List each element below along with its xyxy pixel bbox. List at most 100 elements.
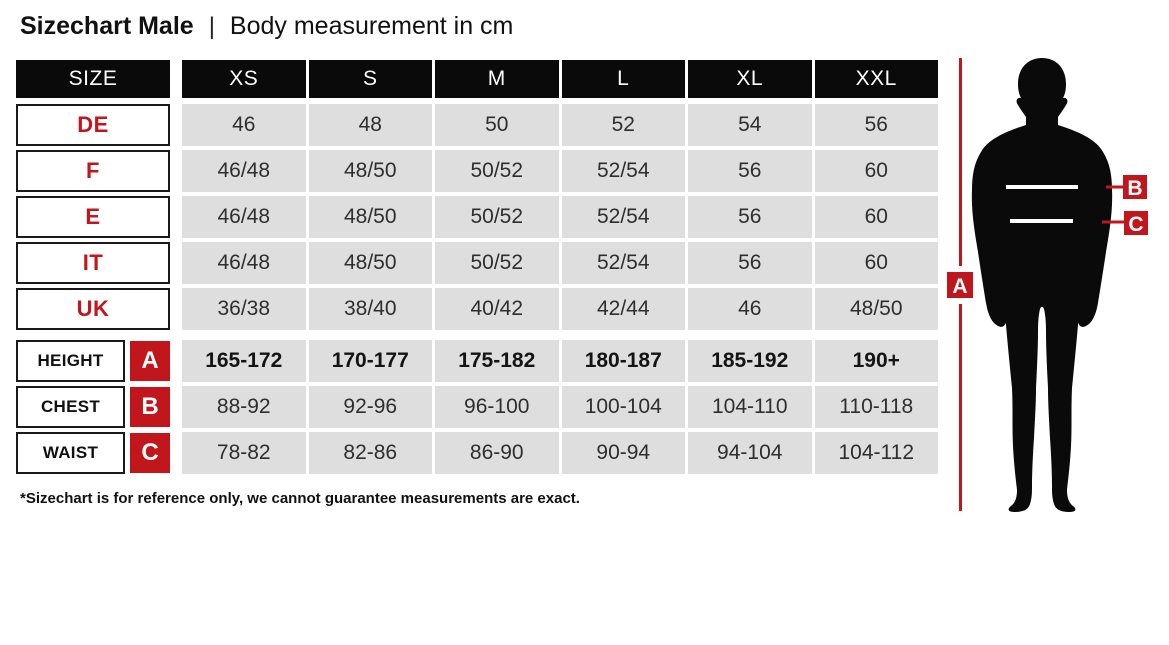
size-value-cell: 50/52 (435, 150, 559, 192)
size-value-cell: 60 (814, 196, 938, 238)
sizechart-table: SIZE XS S M L XL XXL DE 46 48 50 52 54 56 F 46/48 48/5… (16, 60, 938, 478)
table-row-height: HEIGHT A 165-172 170-177 175-182 180-187 185-1… (16, 340, 938, 382)
row-marker-c: C (130, 433, 170, 473)
row-label-f: F (16, 150, 170, 192)
size-value-cell: 56 (688, 196, 812, 238)
column-header-xxl: XXL (814, 60, 938, 98)
size-value-cell: 50/52 (435, 196, 559, 238)
measurement-value-cell: 165-172 (182, 340, 306, 382)
row-label-height: HEIGHT (16, 340, 125, 382)
title-separator: | (208, 13, 215, 40)
table-row-it: IT 46/48 48/50 50/52 52/54 56 60 (16, 242, 938, 284)
table-row-de: DE 46 48 50 52 54 56 (16, 104, 938, 146)
size-value-cell: 52 (561, 104, 685, 146)
marker-c-label: C (1128, 213, 1143, 236)
measurement-value-cell: 100-104 (561, 386, 685, 428)
measurement-value-cell: 92-96 (308, 386, 432, 428)
size-value-cell: 48 (308, 104, 432, 146)
table-row-waist: WAIST C 78-82 82-86 86-90 90-94 94-104 104-112 (16, 432, 938, 474)
measurement-value-cell: 96-100 (435, 386, 559, 428)
size-value-cell: 56 (814, 104, 938, 146)
waist-line (1010, 219, 1073, 223)
table-row-chest: CHEST B 88-92 92-96 96-100 100-104 104-110 110-… (16, 386, 938, 428)
column-header-size: SIZE (16, 60, 170, 98)
measurement-value-cell: 190+ (814, 340, 938, 382)
table-row-e: E 46/48 48/50 50/52 52/54 56 60 (16, 196, 938, 238)
male-silhouette (971, 58, 1113, 512)
row-label-e: E (16, 196, 170, 238)
row-cells: 46 48 50 52 54 56 (182, 104, 938, 146)
measurement-value-cell: 170-177 (308, 340, 432, 382)
size-value-cell: 46 (182, 104, 306, 146)
male-figure: A B C (947, 58, 1148, 512)
size-value-cell: 46/48 (182, 242, 306, 284)
table-row-uk: UK 36/38 38/40 40/42 42/44 46 48/50 (16, 288, 938, 330)
size-value-cell: 50 (435, 104, 559, 146)
row-label-uk: UK (16, 288, 170, 330)
column-header-m: M (435, 60, 559, 98)
size-value-cell: 46/48 (182, 196, 306, 238)
size-value-cell: 54 (688, 104, 812, 146)
measurement-value-cell: 185-192 (688, 340, 812, 382)
size-value-cell: 48/50 (308, 150, 432, 192)
measurement-value-cell: 175-182 (435, 340, 559, 382)
size-value-cell: 50/52 (435, 242, 559, 284)
row-cells: 46/48 48/50 50/52 52/54 56 60 (182, 196, 938, 238)
column-header-l: L (561, 60, 685, 98)
row-marker-b: B (130, 387, 170, 427)
measurement-label-group: WAIST C (16, 432, 170, 474)
measurement-value-cell: 110-118 (814, 386, 938, 428)
row-cells: 78-82 82-86 86-90 90-94 94-104 104-112 (182, 432, 938, 474)
size-value-cell: 38/40 (308, 288, 432, 330)
size-value-cell: 48/50 (308, 196, 432, 238)
size-value-cell: 60 (814, 150, 938, 192)
row-marker-a: A (130, 341, 170, 381)
measurement-value-cell: 88-92 (182, 386, 306, 428)
row-cells: 88-92 92-96 96-100 100-104 104-110 110-118 (182, 386, 938, 428)
page-subtitle: Body measurement in cm (229, 12, 514, 40)
measurement-value-cell: 82-86 (308, 432, 432, 474)
row-label-waist: WAIST (16, 432, 125, 474)
size-rows: DE 46 48 50 52 54 56 F 46/48 48/50 50/52 52/54 56 60 E… (16, 104, 938, 330)
marker-c-box (1124, 211, 1148, 235)
row-cells: 46/48 48/50 50/52 52/54 56 60 (182, 150, 938, 192)
column-header-s: S (308, 60, 432, 98)
marker-b-label: B (1127, 177, 1142, 200)
chest-line (1006, 185, 1078, 189)
size-value-cell: 52/54 (561, 242, 685, 284)
measurement-label-group: HEIGHT A (16, 340, 170, 382)
measurement-rows: HEIGHT A 165-172 170-177 175-182 180-187 185-1… (16, 340, 938, 474)
row-cells: 165-172 170-177 175-182 180-187 185-192 190+ (182, 340, 938, 382)
measurement-value-cell: 104-112 (814, 432, 938, 474)
measurement-label-group: CHEST B (16, 386, 170, 428)
size-value-cell: 40/42 (435, 288, 559, 330)
size-value-cell: 48/50 (814, 288, 938, 330)
measurement-value-cell: 94-104 (688, 432, 812, 474)
row-label-de: DE (16, 104, 170, 146)
row-label-chest: CHEST (16, 386, 125, 428)
figure-area: A B C (930, 48, 1169, 528)
measurement-value-cell: 90-94 (561, 432, 685, 474)
header-cells: XS S M L XL XXL (182, 60, 938, 98)
size-value-cell: 46 (688, 288, 812, 330)
measurement-value-cell: 86-90 (435, 432, 559, 474)
size-value-cell: 52/54 (561, 196, 685, 238)
footnote-text: *Sizechart is for reference only, we can… (20, 490, 580, 507)
size-value-cell: 52/54 (561, 150, 685, 192)
row-label-it: IT (16, 242, 170, 284)
measurement-value-cell: 104-110 (688, 386, 812, 428)
table-header-row: SIZE XS S M L XL XXL (16, 60, 938, 98)
size-value-cell: 56 (688, 150, 812, 192)
column-header-xl: XL (688, 60, 812, 98)
size-value-cell: 42/44 (561, 288, 685, 330)
size-value-cell: 46/48 (182, 150, 306, 192)
row-cells: 36/38 38/40 40/42 42/44 46 48/50 (182, 288, 938, 330)
page-header: Sizechart Male | Body measurement in cm (20, 12, 513, 41)
table-row-f: F 46/48 48/50 50/52 52/54 56 60 (16, 150, 938, 192)
measurement-value-cell: 78-82 (182, 432, 306, 474)
column-header-xs: XS (182, 60, 306, 98)
size-value-cell: 36/38 (182, 288, 306, 330)
marker-a-label: A (952, 275, 967, 298)
marker-b-box (1123, 175, 1147, 199)
